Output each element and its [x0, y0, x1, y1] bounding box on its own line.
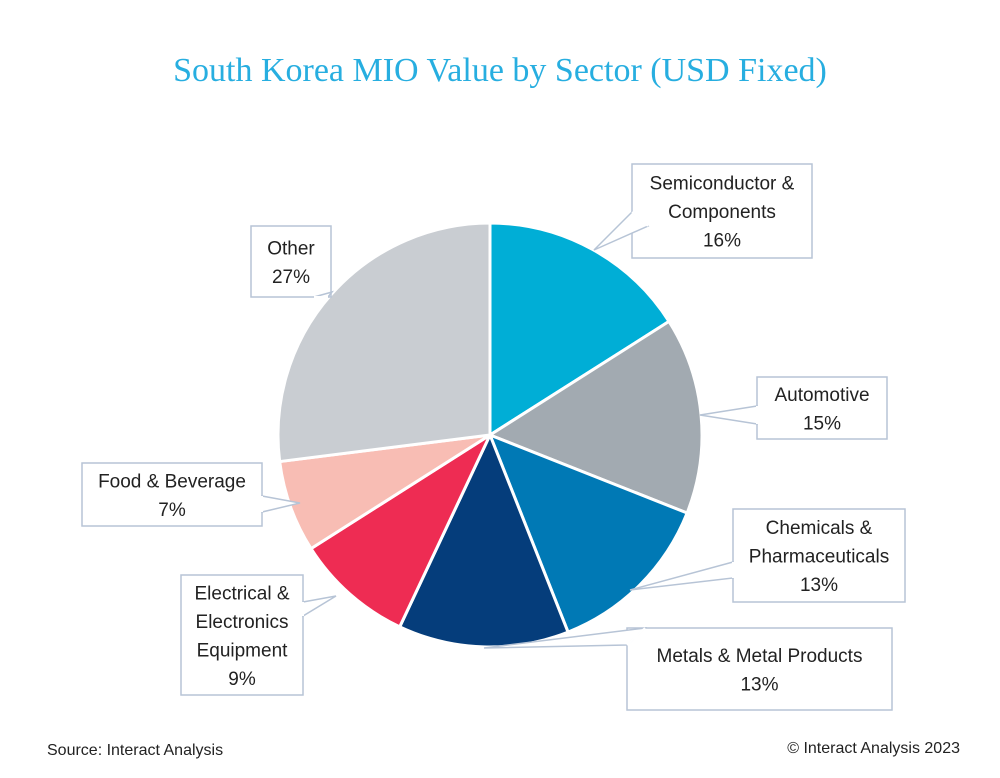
slice-label: Automotive: [774, 385, 869, 406]
slice-label: Food & Beverage: [98, 471, 246, 492]
callout-pointer: [302, 595, 337, 618]
callout-pointer: [699, 405, 758, 425]
slice-value-label: 15%: [803, 413, 841, 434]
slice-callout: Metals & Metal Products 13%: [483, 626, 893, 711]
copyright-note: © Interact Analysis 2023: [787, 740, 960, 757]
pie-slices: [276, 221, 704, 649]
slice-callout: Food & Beverage 7%: [81, 462, 301, 527]
slice-value-label: 13%: [800, 575, 838, 596]
slice-label: Equipment: [197, 640, 289, 661]
slice-callout: Chemicals & Pharmaceuticals 13%: [629, 508, 906, 603]
callout-box: [81, 462, 263, 527]
slice-value-label: 9%: [228, 669, 256, 690]
source-note: Source: Interact Analysis: [47, 742, 224, 759]
slice-label: Chemicals &: [766, 518, 873, 539]
slice-label: Other: [267, 238, 315, 259]
pie-slice: [488, 433, 689, 634]
callout-box: [732, 508, 906, 603]
chart-title: South Korea MIO Value by Sector (USD Fix…: [173, 52, 827, 89]
slice-callout: Semiconductor & Components 16%: [593, 163, 813, 259]
slice-callout: Electrical & Electronics Equipment 9%: [180, 574, 337, 696]
callout-box: [250, 225, 332, 298]
slice-label: Pharmaceuticals: [749, 547, 889, 568]
slice-value-label: 27%: [272, 267, 310, 288]
callout-box: [626, 627, 893, 711]
slice-label: Components: [668, 202, 776, 223]
pie-slice: [398, 433, 570, 649]
slice-value-label: 13%: [740, 674, 778, 695]
slice-value-label: 16%: [703, 231, 741, 252]
slice-label: Electronics: [196, 612, 289, 633]
pie-slice: [309, 433, 492, 629]
slice-callout: Other 27%: [250, 225, 335, 298]
slice-callout: Automotive 15%: [699, 376, 888, 440]
callout-box: [180, 574, 304, 696]
slice-label: Electrical &: [194, 583, 289, 604]
pie-slice: [488, 221, 671, 437]
pie-callouts: Semiconductor & Components 16% Automotive 15…: [81, 163, 906, 711]
slice-label: Metals & Metal Products: [657, 646, 863, 667]
slice-value-label: 7%: [158, 500, 186, 521]
slice-label: Semiconductor &: [650, 174, 795, 195]
callout-box: [631, 163, 813, 259]
